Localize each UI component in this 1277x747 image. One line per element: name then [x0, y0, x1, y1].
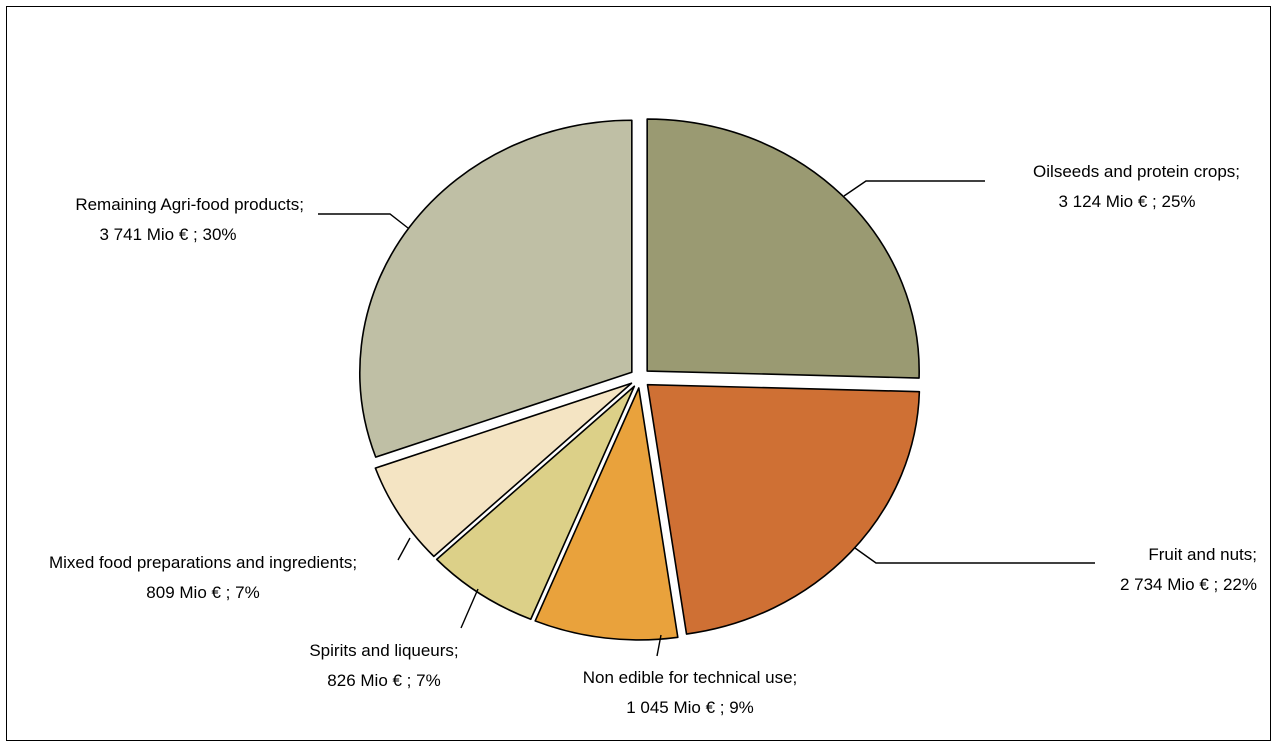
leader-line	[318, 213, 409, 229]
slice-labels: Oilseeds and protein crops; 3 124 Mio € ;…	[49, 162, 1257, 717]
leader-lines	[318, 180, 1095, 657]
slice-label: Non edible for technical use; 1 045 Mio €…	[583, 668, 798, 717]
slice-label-value: 3 741 Mio € ; 30%	[99, 225, 236, 244]
pie-slice-spirits-and-liqueurs	[435, 385, 636, 621]
pie-slice-oilseeds-and-protein-crops	[646, 118, 920, 379]
slice-label-category: Fruit and nuts;	[1148, 545, 1257, 564]
slice-label-value: 2 734 Mio € ; 22%	[1120, 575, 1257, 594]
slice-label: Mixed food preparations and ingredients;…	[49, 553, 357, 602]
leader-line	[397, 537, 411, 561]
leader-line	[460, 588, 479, 629]
slice-label: Oilseeds and protein crops; 3 124 Mio € ;…	[1033, 162, 1240, 211]
pie-slice-non-edible-for-technical-use	[534, 387, 679, 641]
slice-label-category: Mixed food preparations and ingredients;	[49, 553, 357, 572]
slice-label-value: 3 124 Mio € ; 25%	[1058, 192, 1195, 211]
slice-label-category: Oilseeds and protein crops;	[1033, 162, 1240, 181]
slice-label-value: 1 045 Mio € ; 9%	[626, 698, 754, 717]
pie-slice-remaining-agri-food-products	[359, 119, 633, 458]
leader-line	[843, 180, 985, 197]
slice-label-value: 809 Mio € ; 7%	[146, 583, 259, 602]
slice-label-category: Remaining Agri-food products;	[75, 195, 304, 214]
slice-label: Remaining Agri-food products; 3 741 Mio €…	[75, 195, 304, 244]
slice-label: Spirits and liqueurs; 826 Mio € ; 7%	[309, 641, 458, 690]
slice-label-category: Spirits and liqueurs;	[309, 641, 458, 660]
pie-slice-fruit-and-nuts	[646, 383, 921, 635]
leader-line	[854, 547, 1095, 564]
slice-label: Fruit and nuts; 2 734 Mio € ; 22%	[1120, 545, 1257, 594]
leader-line	[656, 634, 662, 657]
slice-label-value: 826 Mio € ; 7%	[327, 671, 440, 690]
pie-slice-mixed-food-preparations-and-ingredients	[374, 382, 633, 558]
slice-label-category: Non edible for technical use;	[583, 668, 798, 687]
pie-slices	[359, 118, 921, 641]
